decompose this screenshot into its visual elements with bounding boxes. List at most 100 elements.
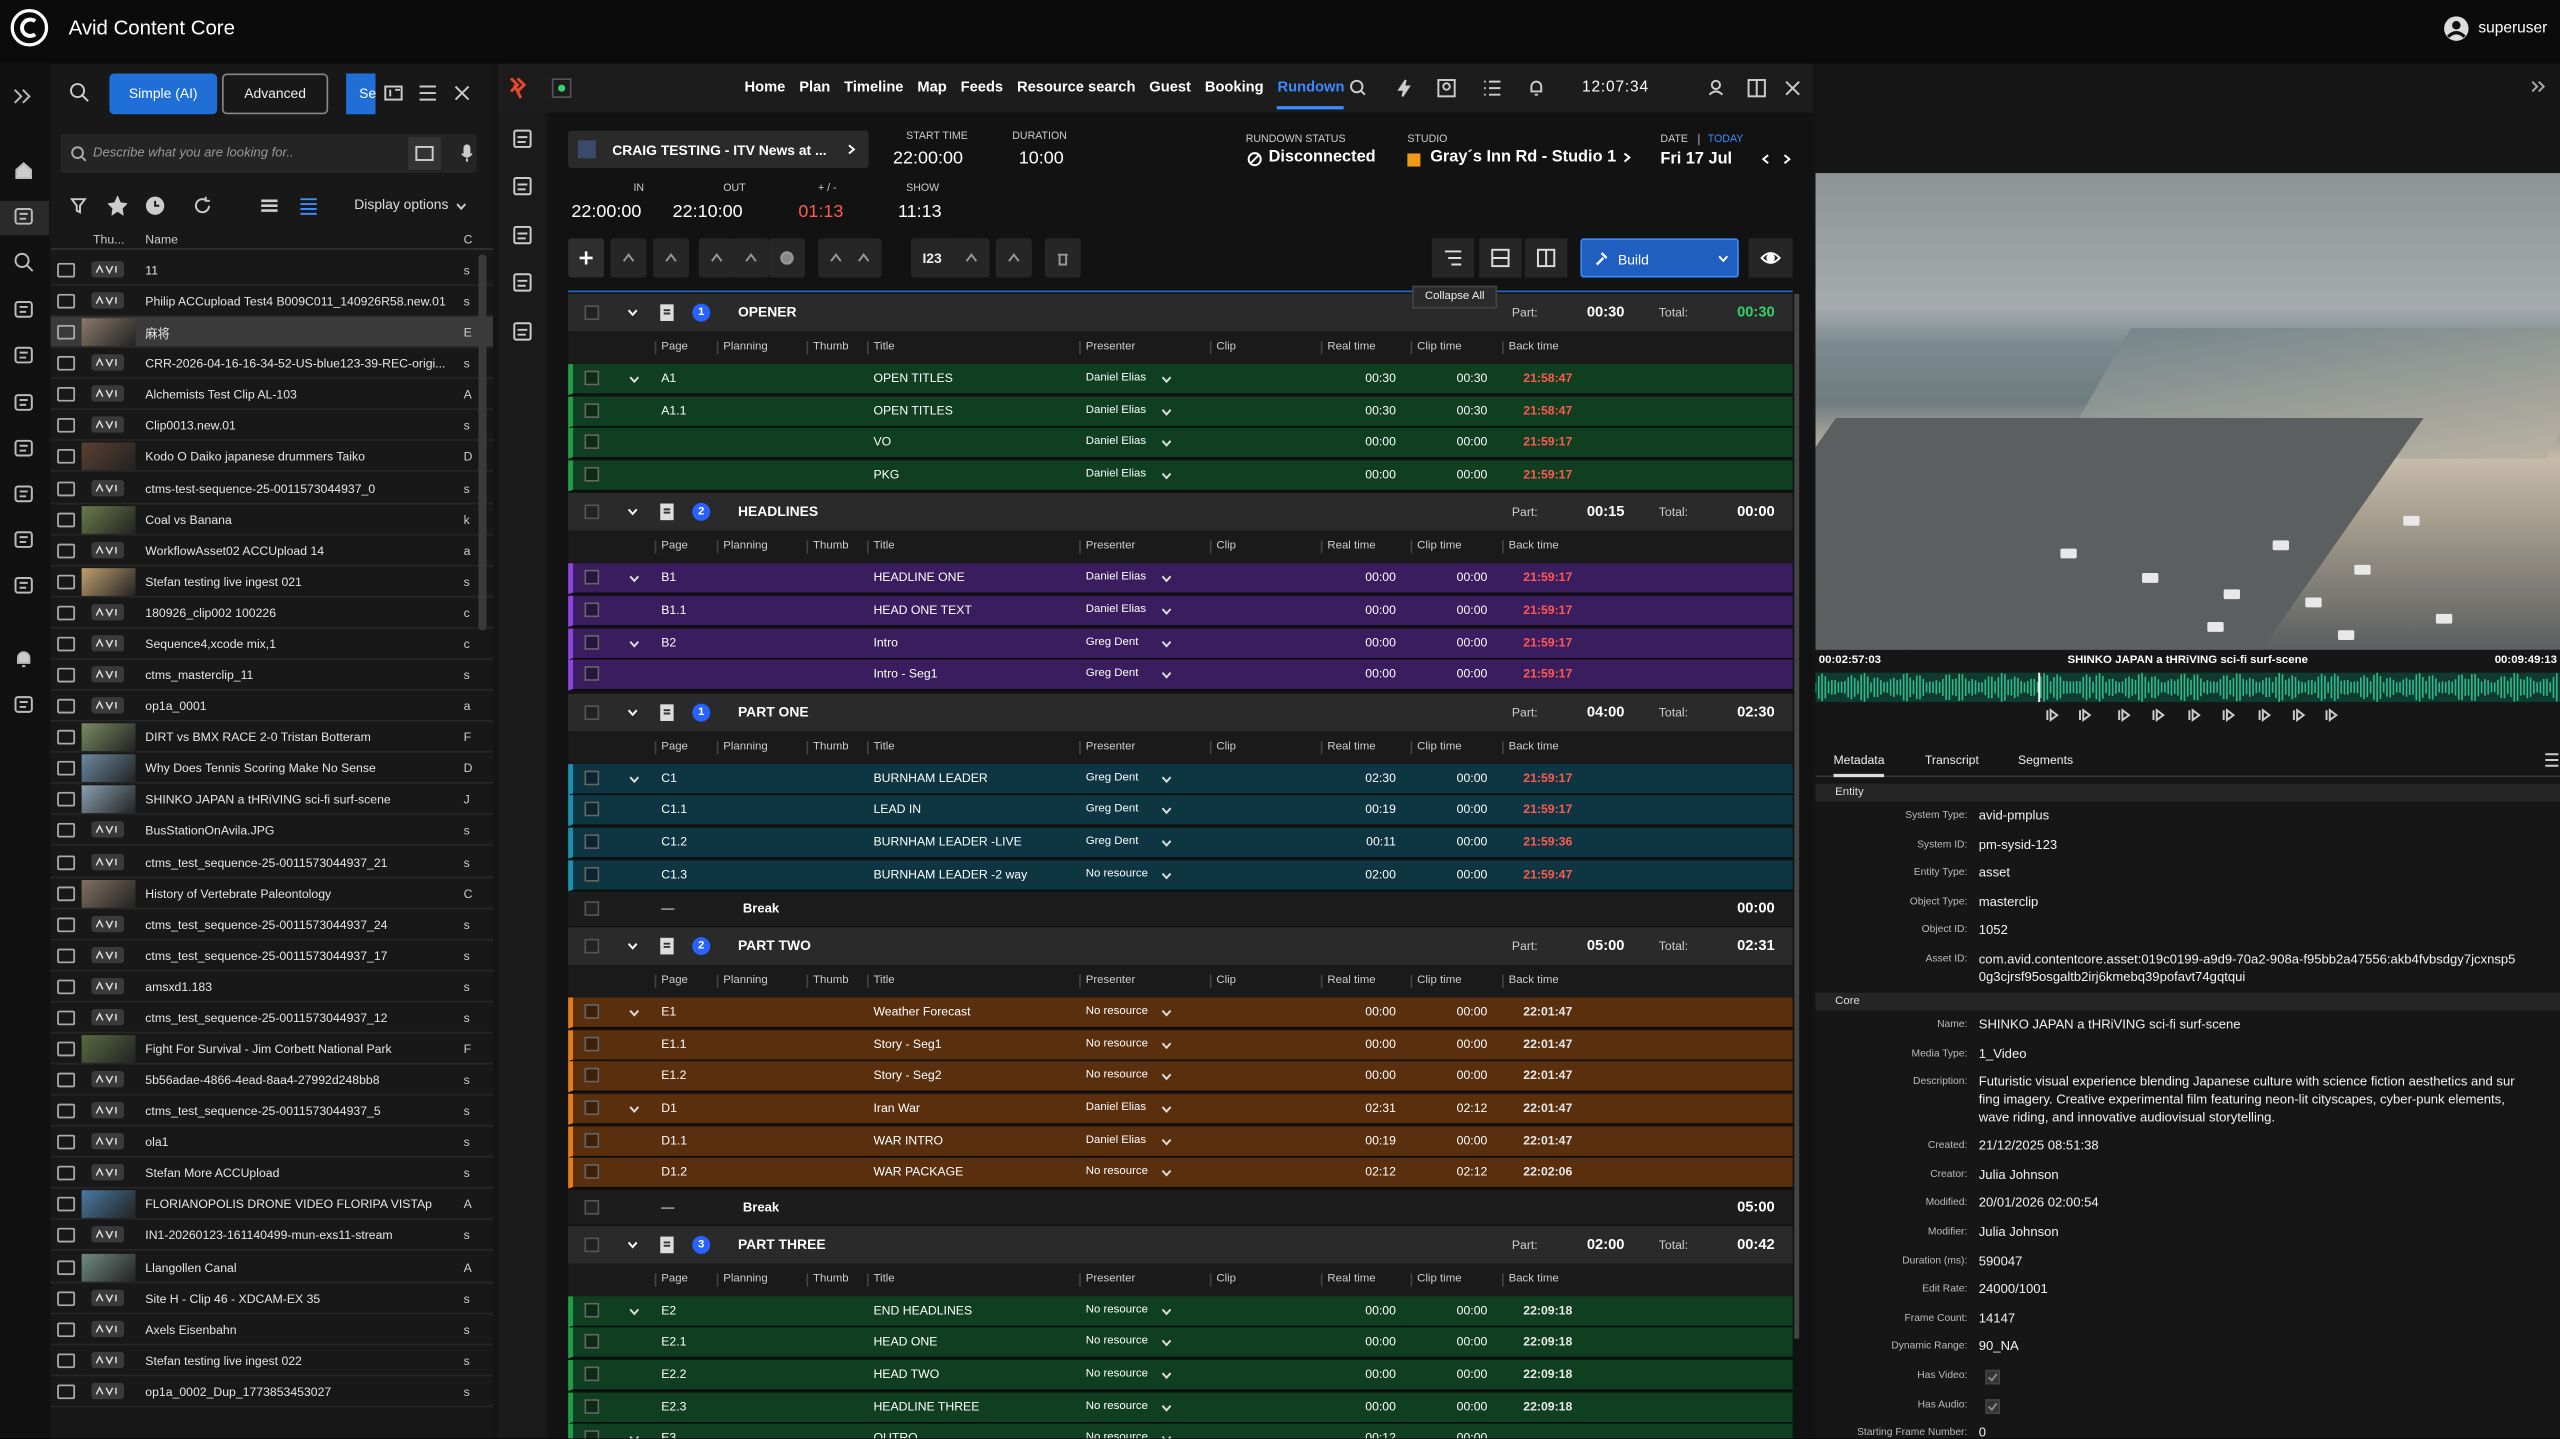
icon[interactable]: [627, 708, 638, 716]
asset-row[interactable]: FLORIANOPOLIS DRONE VIDEO FLORIPA VISTAp…: [50, 1189, 494, 1221]
nav-item[interactable]: Timeline: [844, 78, 904, 95]
asset-row[interactable]: ctms_masterclip_11 s: [50, 660, 494, 691]
rundown-row[interactable]: E1.2 Story - Seg2 No resource 00:00 00:00 22:…: [568, 1061, 1793, 1093]
rundown-row[interactable]: C1.3 BURNHAM LEADER -2 way No resource 02:0…: [568, 859, 1793, 891]
icon[interactable]: [629, 639, 640, 648]
icon[interactable]: [1161, 1009, 1172, 1017]
rundown-row[interactable]: B1.1 HEAD ONE TEXT Daniel Elias 00:00 00:00 2…: [568, 595, 1793, 627]
checkbox[interactable]: [584, 466, 600, 482]
icon[interactable]: [13, 392, 34, 413]
image-search[interactable]: [408, 137, 441, 170]
icon[interactable]: [13, 483, 34, 504]
icon[interactable]: [1161, 871, 1172, 879]
icon[interactable]: [1161, 1307, 1172, 1316]
asset-row[interactable]: ctms_test_sequence-25-0011573044937_17 s: [50, 940, 494, 972]
icon[interactable]: [627, 309, 638, 317]
asset-row[interactable]: ola1 s: [50, 1127, 494, 1158]
icon[interactable]: [460, 144, 473, 164]
toolbar-button[interactable]: [698, 238, 735, 278]
asset-row[interactable]: 180926_clip002 100226 c: [50, 597, 494, 629]
asset-row[interactable]: Stefan testing live ingest 022 s: [50, 1345, 494, 1376]
tab-search[interactable]: Se: [346, 73, 376, 115]
asset-row[interactable]: IN1-20260123-161140499-mun-exs11-stream s: [50, 1220, 494, 1252]
icon[interactable]: [627, 1240, 638, 1249]
checkbox[interactable]: [584, 901, 600, 917]
asset-row[interactable]: Why Does Tennis Scoring Make No Sense D: [50, 753, 494, 785]
checkbox[interactable]: [584, 1132, 600, 1148]
icon[interactable]: [1161, 1169, 1172, 1177]
icon[interactable]: [299, 196, 319, 216]
checkbox[interactable]: [584, 1398, 600, 1414]
toolbar-button[interactable]: [610, 238, 647, 278]
rundown-row[interactable]: E2.3 HEADLINE THREE No resource 00:00 00:00 2…: [568, 1391, 1793, 1424]
icon[interactable]: [511, 320, 534, 343]
icon[interactable]: [1161, 807, 1172, 815]
preview-button[interactable]: [1748, 238, 1793, 278]
icon[interactable]: [2220, 707, 2236, 723]
asset-row[interactable]: CRR-2026-04-16-16-34-52-US-blue123-39-RE…: [50, 348, 494, 380]
rundown-row[interactable]: D1 Iran War Daniel Elias 02:31 02:12 22:01:47: [568, 1093, 1793, 1125]
nav-item[interactable]: Guest: [1149, 78, 1191, 95]
tab[interactable]: Segments: [2017, 752, 2074, 768]
icon[interactable]: [2116, 707, 2132, 723]
checkbox[interactable]: [584, 1100, 600, 1116]
icon[interactable]: [629, 775, 640, 783]
checkbox[interactable]: [584, 1334, 600, 1350]
nav-item[interactable]: Plan: [799, 78, 831, 95]
rundown-title-box[interactable]: CRAIG TESTING - ITV News at ...: [568, 130, 869, 169]
asset-row[interactable]: Stefan More ACCUpload s: [50, 1158, 494, 1190]
rundown-row[interactable]: B2 Intro Greg Dent 00:00 00:00 21:59:17: [568, 627, 1793, 659]
icon[interactable]: [1349, 78, 1369, 98]
icon[interactable]: [2256, 707, 2272, 723]
icon[interactable]: [1161, 1041, 1172, 1049]
icon[interactable]: [1161, 1435, 1172, 1439]
icon[interactable]: [1161, 671, 1172, 680]
asset-row[interactable]: Clip0013.new.01 s: [50, 410, 494, 442]
icon[interactable]: [107, 195, 128, 216]
asset-row[interactable]: 5b56adae-4866-4ead-8aa4-27992d248bb8 s: [50, 1065, 494, 1096]
tab-simple[interactable]: Simple (AI): [109, 73, 218, 115]
toolbar-button[interactable]: [768, 238, 805, 278]
icon[interactable]: [13, 160, 34, 181]
icon[interactable]: [2323, 707, 2339, 723]
asset-row[interactable]: WorkflowAsset02 ACCUpload 14 a: [50, 535, 494, 567]
asset-row[interactable]: DIRT vs BMX RACE 2-0 Tristan Botteram F: [50, 722, 494, 753]
asset-row[interactable]: amsxd1.183 s: [50, 971, 494, 1003]
icon[interactable]: [2544, 753, 2560, 768]
rundown-row[interactable]: E1.1 Story - Seg1 No resource 00:00 00:00 22:…: [568, 1029, 1793, 1061]
toolbar-button[interactable]: [995, 238, 1032, 278]
icon[interactable]: [13, 648, 34, 669]
display-options[interactable]: Display options: [354, 195, 449, 213]
rundown-row[interactable]: PKG Daniel Elias 00:00 00:00 21:59:17: [568, 460, 1793, 492]
checkbox[interactable]: [584, 1164, 600, 1180]
view-button[interactable]: [1431, 238, 1475, 278]
icon[interactable]: [511, 127, 534, 150]
rundown-row[interactable]: C1.2 BURNHAM LEADER -LIVE Greg Dent 00:11 00…: [568, 827, 1793, 859]
rundown-row[interactable]: B1 HEADLINE ONE Daniel Elias 00:00 00:00 21:5…: [568, 563, 1793, 595]
icon[interactable]: [1161, 575, 1172, 584]
icon[interactable]: [418, 85, 438, 101]
view-button[interactable]: [1524, 238, 1568, 278]
search-input[interactable]: Describe what you are looking for..: [60, 133, 477, 174]
icon[interactable]: [1394, 78, 1414, 98]
icon[interactable]: [454, 85, 470, 101]
icon[interactable]: [629, 1105, 640, 1113]
checkbox[interactable]: [584, 434, 600, 450]
icon[interactable]: [2150, 707, 2166, 723]
rundown-row[interactable]: VO Daniel Elias 00:00 00:00 21:59:17: [568, 428, 1793, 460]
icon[interactable]: [69, 82, 90, 103]
icon[interactable]: [1437, 78, 1457, 98]
icon[interactable]: [1161, 1371, 1172, 1380]
rundown-row[interactable]: C1.1 LEAD IN Greg Dent 00:19 00:00 21:59:17: [568, 795, 1793, 827]
icon[interactable]: [456, 202, 467, 211]
checkbox[interactable]: [584, 666, 600, 682]
icon[interactable]: [627, 942, 638, 951]
nav-item[interactable]: Feeds: [960, 78, 1004, 95]
checkbox[interactable]: [584, 402, 600, 418]
rundown-row[interactable]: Intro - Seg1 Greg Dent 00:00 00:00 21:59:17: [568, 659, 1793, 691]
icon[interactable]: [511, 224, 534, 247]
icon[interactable]: [629, 376, 640, 384]
icon[interactable]: [2044, 707, 2060, 723]
rundown-row[interactable]: E2.1 HEAD ONE No resource 00:00 00:00 22:09:1…: [568, 1327, 1793, 1360]
icon[interactable]: [1706, 78, 1726, 98]
